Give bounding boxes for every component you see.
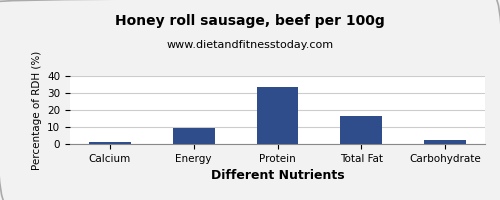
- Bar: [256, 87, 298, 144]
- Bar: [89, 142, 131, 144]
- Y-axis label: Percentage of RDH (%): Percentage of RDH (%): [32, 50, 42, 170]
- Bar: [340, 116, 382, 144]
- X-axis label: Different Nutrients: Different Nutrients: [210, 169, 344, 182]
- Text: www.dietandfitnesstoday.com: www.dietandfitnesstoday.com: [166, 40, 334, 50]
- Bar: [424, 140, 466, 144]
- Text: Honey roll sausage, beef per 100g: Honey roll sausage, beef per 100g: [115, 14, 385, 28]
- Bar: [172, 128, 214, 144]
